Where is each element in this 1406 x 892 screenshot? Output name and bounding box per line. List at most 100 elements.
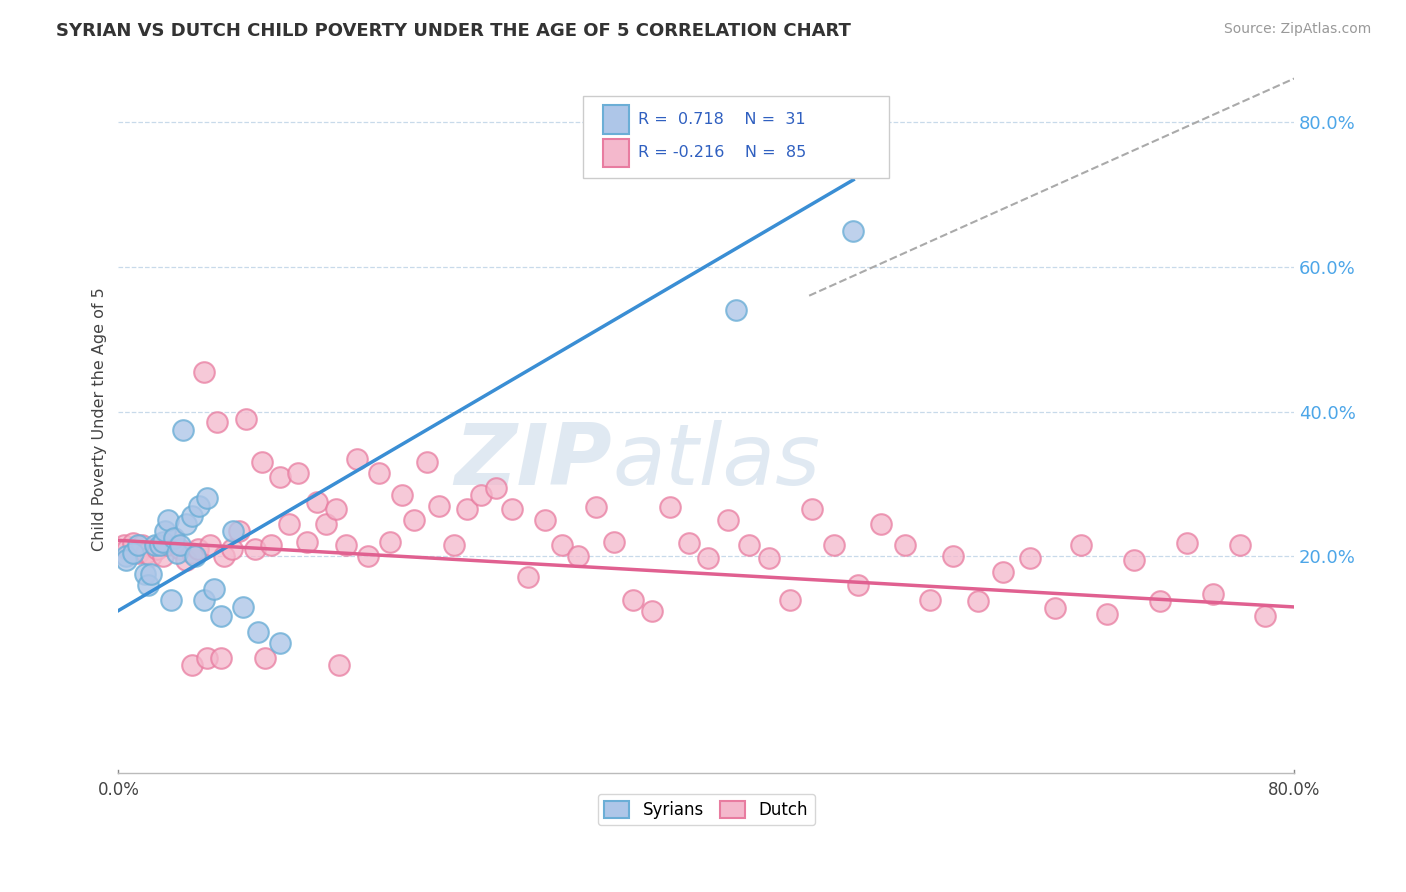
Point [801, 502, 824, 516]
Point [181, 657, 204, 672]
Point [172, 423, 194, 437]
Point [181, 546, 204, 560]
Point [135, 546, 157, 560]
Legend: Syrians, Dutch: Syrians, Dutch [598, 794, 815, 825]
Point [427, 499, 450, 513]
Bar [603, 105, 628, 134]
Point [127, 546, 149, 560]
Point [738, 538, 761, 552]
Point [346, 451, 368, 466]
Point [114, 549, 136, 564]
Point [305, 495, 328, 509]
Point [112, 538, 135, 552]
Point [156, 538, 179, 552]
Point [152, 534, 174, 549]
Text: Source: ZipAtlas.com: Source: ZipAtlas.com [1223, 22, 1371, 37]
Point [893, 538, 915, 552]
Point [846, 578, 869, 592]
Point [277, 516, 299, 531]
Point [205, 416, 228, 430]
Point [260, 538, 283, 552]
Point [127, 538, 149, 552]
Point [315, 516, 337, 531]
Point [470, 488, 492, 502]
Point [269, 469, 291, 483]
Point [456, 502, 478, 516]
Point [325, 502, 347, 516]
Point [193, 365, 215, 379]
Point [696, 550, 718, 565]
Point [152, 549, 174, 564]
Text: R = -0.216    N =  85: R = -0.216 N = 85 [638, 145, 806, 161]
Point [621, 592, 644, 607]
Point [1018, 550, 1040, 565]
Point [678, 536, 700, 550]
Point [232, 599, 254, 614]
Point [380, 534, 402, 549]
Point [174, 553, 197, 567]
Point [823, 538, 845, 552]
Point [228, 524, 250, 538]
Point [198, 538, 221, 552]
Point [416, 455, 439, 469]
Point [1254, 608, 1277, 623]
Point [188, 499, 211, 513]
Point [533, 513, 555, 527]
Point [287, 466, 309, 480]
Point [295, 534, 318, 549]
Point [357, 549, 380, 564]
Point [157, 513, 180, 527]
Point [136, 578, 159, 592]
Point [143, 538, 166, 552]
Point [174, 516, 197, 531]
Point [870, 516, 893, 531]
Point [602, 534, 624, 549]
FancyBboxPatch shape [583, 96, 889, 178]
Point [641, 603, 664, 617]
Point [551, 538, 574, 552]
Point [122, 546, 145, 560]
Point [991, 565, 1014, 579]
Point [1202, 587, 1225, 601]
Point [1229, 538, 1251, 552]
Point [139, 549, 162, 564]
Point [212, 549, 235, 564]
Point [163, 531, 186, 545]
Text: atlas: atlas [612, 420, 820, 503]
Point [254, 650, 277, 665]
Point [247, 625, 270, 640]
Point [169, 538, 191, 552]
Point [1097, 607, 1119, 622]
Point [717, 513, 740, 527]
Point [501, 502, 523, 516]
Point [1122, 553, 1144, 567]
Point [209, 608, 232, 623]
Point [184, 549, 207, 564]
Point [658, 500, 681, 514]
Y-axis label: Child Poverty Under the Age of 5: Child Poverty Under the Age of 5 [93, 287, 107, 550]
Point [585, 500, 607, 514]
Point [485, 481, 508, 495]
Point [139, 567, 162, 582]
Point [517, 569, 540, 583]
Text: 80.0%: 80.0% [1268, 781, 1320, 799]
Point [942, 549, 965, 564]
Point [328, 657, 350, 672]
Point [155, 524, 177, 538]
Point [391, 488, 413, 502]
Point [193, 592, 215, 607]
Point [758, 550, 780, 565]
Point [169, 542, 191, 557]
Point [181, 509, 204, 524]
Point [222, 524, 245, 538]
Point [160, 592, 183, 607]
Point [724, 303, 747, 318]
Point [195, 650, 218, 665]
Point [1070, 538, 1092, 552]
Point [1175, 536, 1198, 550]
Point [145, 542, 167, 557]
Point [122, 536, 145, 550]
Point [117, 542, 139, 557]
Point [131, 538, 153, 552]
Point [221, 542, 243, 557]
